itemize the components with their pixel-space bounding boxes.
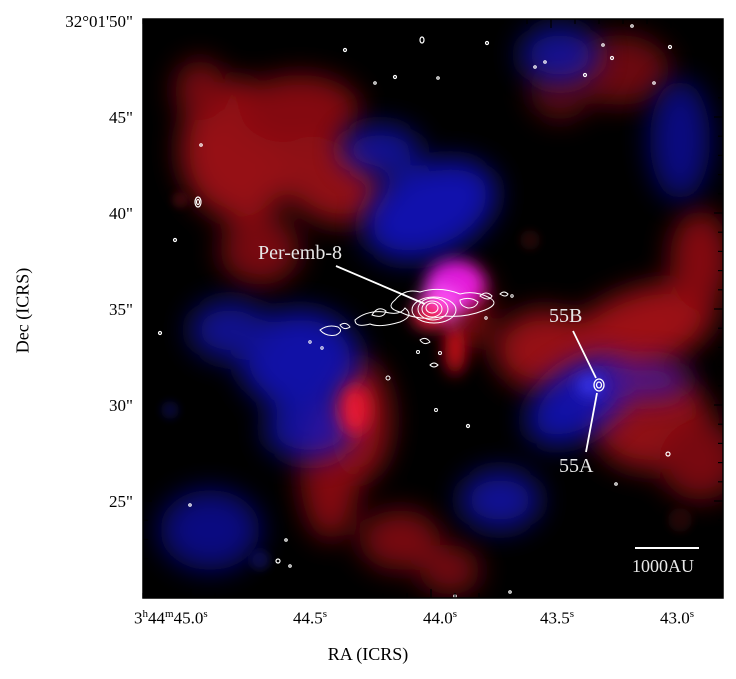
y-tick-label: 30": [109, 396, 133, 415]
axis-ticks: [142, 19, 723, 598]
x-tick-label: 43.5s: [539, 608, 575, 628]
y-axis-title: Dec (ICRS): [12, 267, 33, 354]
x-tick-label: 44.5s: [292, 608, 328, 628]
x-tick-label: 44.0s: [422, 608, 458, 628]
55b-label: 55B: [549, 305, 583, 327]
55a-pointer: [585, 392, 598, 453]
scale-bar-label: 1000AU: [632, 556, 694, 576]
55a-label: 55A: [559, 455, 594, 477]
x-tick-label: 43.0s: [659, 608, 695, 628]
y-tick-label: 32°01'50": [65, 12, 133, 31]
y-tick-label: 35": [109, 300, 133, 319]
y-tick-label: 40": [109, 204, 133, 223]
y-tick-label: 45": [109, 108, 133, 127]
y-tick-label: 25": [109, 492, 133, 511]
x-axis-title: RA (ICRS): [327, 644, 409, 664]
per-emb-8-pointer: [335, 265, 426, 305]
x-tick-label: 3h44m45.0s: [134, 608, 208, 628]
per-emb-8-label: Per-emb-8: [258, 242, 343, 264]
contour-lines: [308, 288, 514, 412]
emission-map: [157, 24, 723, 598]
55b-pointer: [572, 330, 597, 379]
